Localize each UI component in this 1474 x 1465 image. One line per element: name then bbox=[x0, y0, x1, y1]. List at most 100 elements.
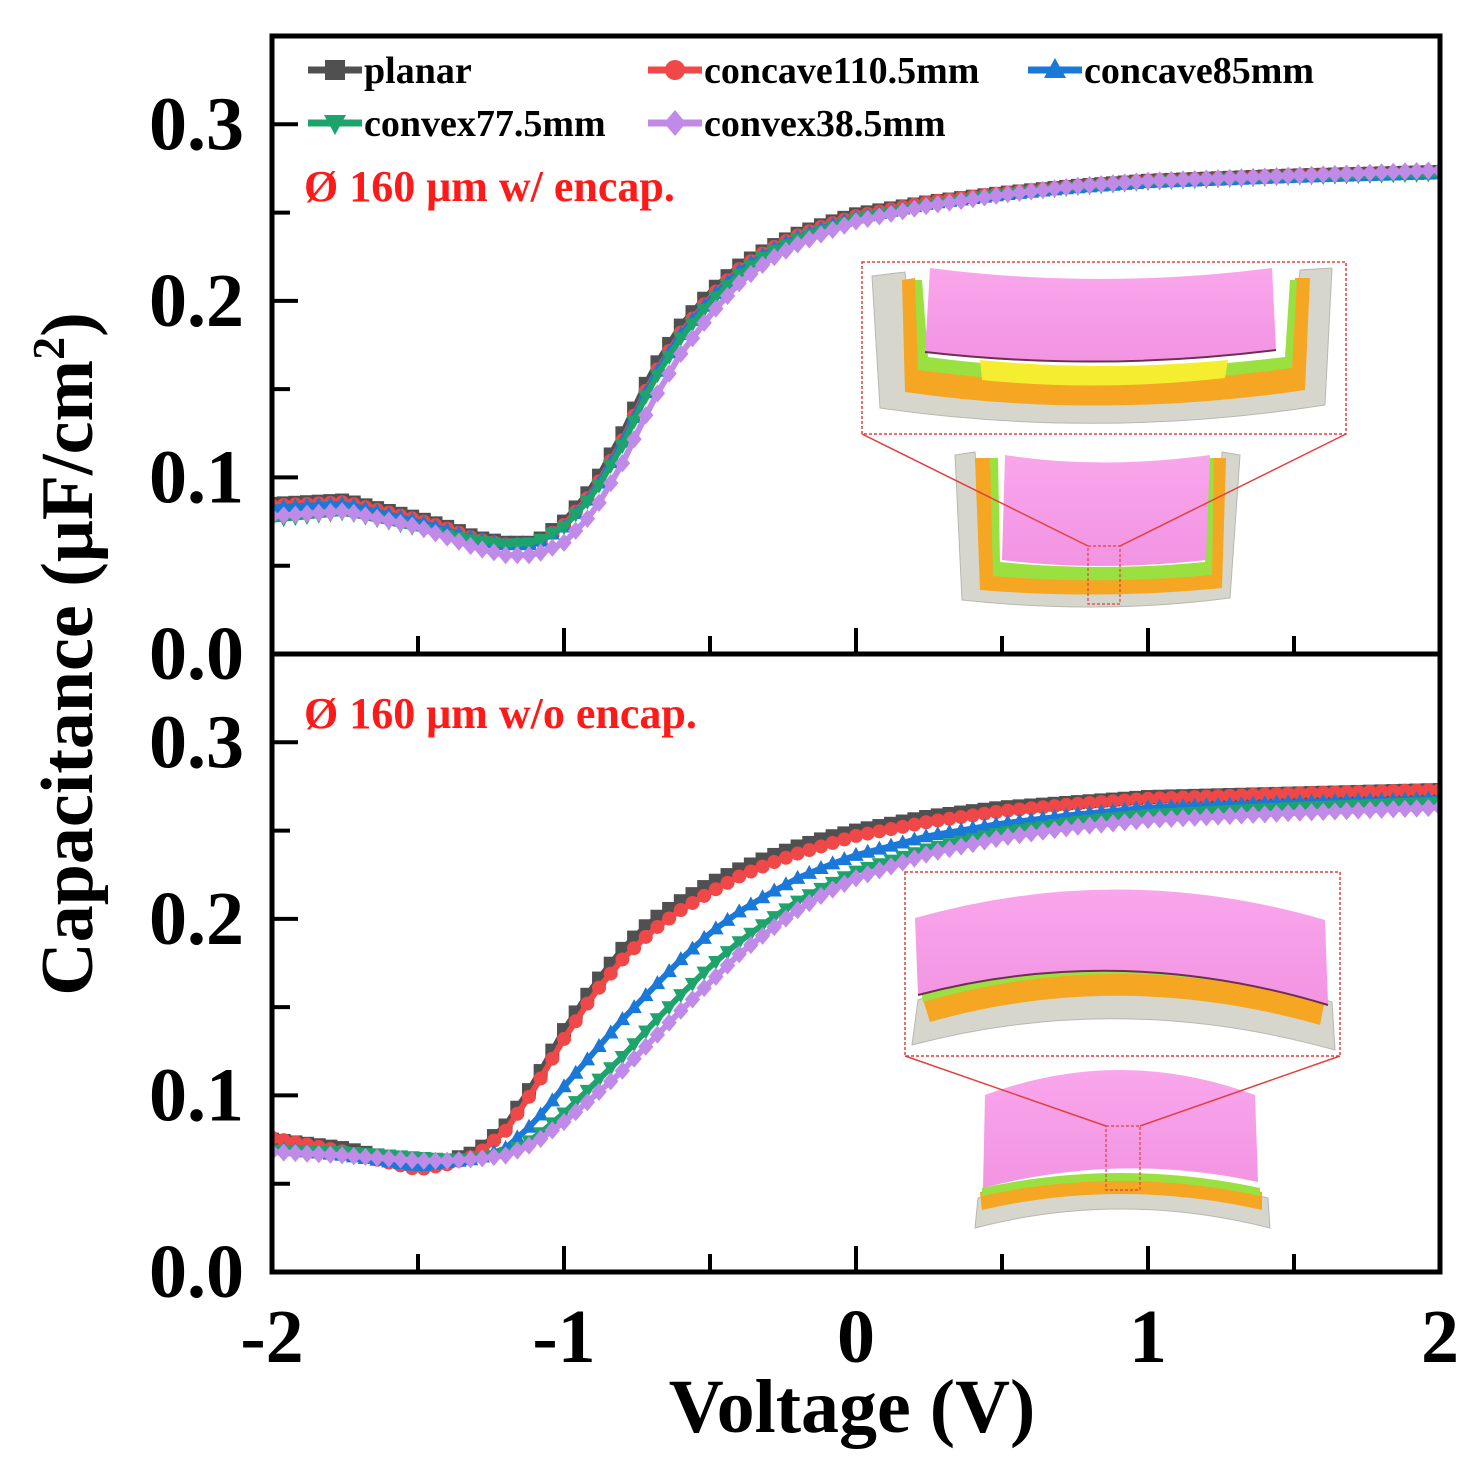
data-point-concave110.5mm bbox=[685, 895, 700, 910]
legend-item-convex38.5mm: convex38.5mm bbox=[648, 103, 946, 145]
data-point-convex38.5mm bbox=[299, 1144, 315, 1163]
data-point-concave85mm bbox=[766, 882, 782, 897]
x-tick-label: 0 bbox=[837, 1295, 875, 1379]
data-point-convex38.5mm bbox=[895, 202, 911, 221]
data-point-convex38.5mm bbox=[1408, 799, 1425, 818]
data-point-concave85mm bbox=[906, 831, 923, 846]
data-point-concave85mm bbox=[638, 987, 654, 1002]
data-point-convex38.5mm bbox=[532, 543, 549, 562]
data-point-concave85mm bbox=[754, 889, 771, 904]
data-point-concave85mm bbox=[778, 876, 794, 891]
data-point-concave85mm bbox=[661, 963, 677, 978]
data-point-concave110.5mm bbox=[1012, 802, 1027, 817]
data-point-concave110.5mm bbox=[1129, 792, 1144, 807]
legend-label: concave85mm bbox=[1084, 50, 1314, 92]
data-point-convex38.5mm bbox=[486, 543, 502, 562]
data-point-convex38.5mm bbox=[1280, 804, 1296, 823]
data-point-concave85mm bbox=[883, 837, 899, 852]
data-point-convex77.5mm bbox=[579, 1084, 596, 1099]
data-point-concave85mm bbox=[918, 828, 934, 843]
data-point-convex38.5mm bbox=[696, 313, 712, 332]
data-point-concave110.5mm bbox=[1211, 789, 1226, 804]
data-point-convex38.5mm bbox=[976, 188, 993, 207]
data-point-concave85mm bbox=[1011, 812, 1028, 827]
data-point-convex38.5mm bbox=[311, 1145, 327, 1164]
data-point-convex38.5mm bbox=[299, 504, 315, 523]
data-point-concave110.5mm bbox=[1105, 794, 1120, 809]
legend-item-planar: planar bbox=[308, 50, 472, 92]
data-point-convex38.5mm bbox=[579, 509, 596, 528]
data-point-convex38.5mm bbox=[906, 849, 923, 868]
data-point-convex38.5mm bbox=[1362, 163, 1378, 182]
data-point-convex38.5mm bbox=[1093, 175, 1109, 194]
data-point-convex38.5mm bbox=[719, 956, 736, 975]
legend-item-convex77.5mm: convex77.5mm bbox=[308, 103, 606, 145]
data-point-concave85mm bbox=[673, 951, 689, 966]
data-point-concave110.5mm bbox=[1316, 785, 1331, 800]
data-point-concave110.5mm bbox=[638, 929, 653, 944]
legend-label: concave110.5mm bbox=[704, 50, 979, 92]
data-point-convex38.5mm bbox=[1350, 164, 1366, 183]
data-point-convex38.5mm bbox=[649, 384, 666, 403]
data-point-convex38.5mm bbox=[661, 1013, 677, 1032]
data-point-convex77.5mm bbox=[591, 479, 607, 494]
data-point-convex77.5mm bbox=[626, 415, 642, 430]
y-tick-label: 0.2 bbox=[149, 877, 244, 961]
plot-area-bottom bbox=[272, 782, 1440, 1176]
data-point-convex38.5mm bbox=[614, 1061, 631, 1080]
plot-area-top bbox=[272, 161, 1440, 565]
data-point-convex38.5mm bbox=[1081, 816, 1098, 835]
data-point-concave110.5mm bbox=[989, 804, 1004, 819]
data-point-concave110.5mm bbox=[1362, 784, 1377, 799]
data-point-concave110.5mm bbox=[545, 1051, 560, 1066]
data-point-convex38.5mm bbox=[486, 1147, 502, 1166]
data-point-convex77.5mm bbox=[497, 538, 514, 553]
data-point-convex38.5mm bbox=[381, 511, 397, 530]
data-point-convex38.5mm bbox=[439, 528, 455, 547]
data-point-convex38.5mm bbox=[1397, 162, 1413, 181]
data-point-concave110.5mm bbox=[673, 903, 688, 918]
data-point-convex38.5mm bbox=[591, 1082, 607, 1101]
data-point-convex77.5mm bbox=[509, 538, 525, 553]
data-point-convex77.5mm bbox=[684, 318, 701, 333]
y-axis-label: Capacitance (μF/cm2) bbox=[23, 312, 109, 996]
data-point-concave110.5mm bbox=[884, 822, 899, 837]
y-axis-label-main: Capacitance (μF/cm bbox=[27, 360, 109, 996]
data-point-convex38.5mm bbox=[1315, 165, 1331, 184]
x-tick-label: 1 bbox=[1129, 1295, 1167, 1379]
data-point-convex38.5mm bbox=[497, 546, 514, 565]
data-point-concave110.5mm bbox=[697, 888, 712, 903]
data-point-concave85mm bbox=[871, 840, 888, 855]
data-point-convex38.5mm bbox=[1000, 185, 1016, 204]
y-tick-label: 0.1 bbox=[149, 1053, 244, 1137]
data-point-concave110.5mm bbox=[1281, 786, 1296, 801]
data-point-concave110.5mm bbox=[1059, 797, 1074, 812]
data-point-concave110.5mm bbox=[1292, 786, 1307, 801]
data-point-convex38.5mm bbox=[1292, 803, 1308, 822]
legend-item-concave110.5mm: concave110.5mm bbox=[648, 50, 979, 92]
data-point-convex77.5mm bbox=[673, 989, 689, 1004]
data-point-convex38.5mm bbox=[1233, 806, 1250, 825]
data-point-convex38.5mm bbox=[1187, 169, 1203, 189]
data-point-concave110.5mm bbox=[813, 839, 828, 854]
data-point-convex38.5mm bbox=[848, 869, 864, 888]
data-point-convex38.5mm bbox=[1408, 161, 1425, 181]
data-point-concave85mm bbox=[626, 999, 642, 1014]
data-point-convex38.5mm bbox=[743, 935, 759, 955]
data-point-convex38.5mm bbox=[1222, 168, 1238, 187]
data-point-concave85mm bbox=[1000, 814, 1016, 829]
data-point-convex77.5mm bbox=[696, 966, 712, 981]
legend-marker bbox=[325, 60, 345, 80]
inset-zoom-box bbox=[861, 261, 1347, 435]
data-point-convex77.5mm bbox=[754, 919, 771, 934]
data-point-convex38.5mm bbox=[754, 255, 771, 274]
data-point-convex38.5mm bbox=[1105, 814, 1121, 833]
series-convex38.5mm bbox=[272, 161, 1440, 565]
data-point-convex38.5mm bbox=[369, 1148, 385, 1167]
data-point-concave110.5mm bbox=[767, 855, 782, 870]
data-point-convex38.5mm bbox=[404, 1151, 420, 1170]
data-point-convex38.5mm bbox=[953, 191, 969, 210]
data-point-concave110.5mm bbox=[1187, 790, 1202, 805]
data-point-concave85mm bbox=[649, 975, 666, 990]
data-point-convex38.5mm bbox=[1000, 827, 1016, 846]
